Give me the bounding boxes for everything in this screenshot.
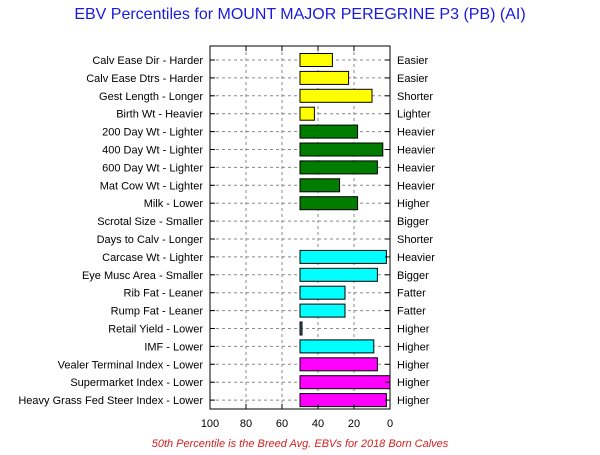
percentile-bar: [299, 124, 359, 139]
chart-footnote: 50th Percentile is the Breed Avg. EBVs f…: [151, 438, 449, 450]
left-trait-label: Rib Fat - Leaner: [124, 288, 204, 300]
right-trait-label: Heavier: [397, 127, 435, 139]
x-tick-label: 20: [348, 418, 360, 430]
left-trait-label: Days to Calv - Longer: [97, 234, 204, 246]
left-trait-label: Rump Fat - Leaner: [111, 306, 204, 318]
percentile-bar: [299, 267, 378, 282]
right-trait-label: Heavier: [397, 252, 435, 264]
left-trait-label: Eye Musc Area - Smaller: [82, 270, 203, 282]
percentile-bar: [299, 303, 346, 318]
percentile-bar: [299, 142, 384, 157]
x-tick-label: 40: [312, 418, 324, 430]
left-trait-label: 200 Day Wt - Lighter: [102, 127, 203, 139]
right-trait-label: Fatter: [397, 288, 426, 300]
percentile-bar: [299, 70, 350, 85]
right-trait-label: Bigger: [397, 216, 429, 228]
right-trait-label: Easier: [397, 55, 429, 67]
left-trait-label: Milk - Lower: [144, 198, 204, 210]
x-tick-label: 0: [387, 418, 393, 430]
left-trait-label: Gest Length - Longer: [99, 91, 203, 103]
right-trait-label: Heavier: [397, 162, 435, 174]
x-tick-label: 80: [240, 418, 252, 430]
percentile-bar: [299, 106, 315, 121]
left-trait-label: IMF - Lower: [144, 341, 203, 353]
percentile-bar: [299, 178, 341, 193]
x-tick-label: 60: [276, 418, 288, 430]
left-trait-label: Birth Wt - Heavier: [116, 109, 203, 121]
right-trait-label: Lighter: [397, 109, 431, 121]
right-trait-label: Heavier: [397, 180, 435, 192]
right-trait-label: Heavier: [397, 145, 435, 157]
right-trait-label: Higher: [397, 377, 430, 389]
right-trait-label: Shorter: [397, 234, 433, 246]
right-trait-label: Bigger: [397, 270, 429, 282]
percentile-bar: [299, 53, 333, 67]
right-trait-label: Higher: [397, 198, 430, 210]
left-trait-label: Carcase Wt - Lighter: [102, 252, 203, 264]
percentile-bar: [299, 357, 378, 372]
left-trait-label: 400 Day Wt - Lighter: [102, 145, 203, 157]
left-trait-label: Vealer Terminal Index - Lower: [58, 359, 204, 371]
bars: [299, 53, 391, 408]
right-trait-label: Higher: [397, 324, 430, 336]
left-trait-label: 600 Day Wt - Lighter: [102, 162, 203, 174]
left-trait-label: Calv Ease Dtrs - Harder: [86, 73, 203, 85]
right-trait-label: Shorter: [397, 91, 433, 103]
right-trait-label: Higher: [397, 395, 430, 407]
row-labels: Calv Ease Dir - Harder Easier Calv Ease Dt…: [18, 55, 435, 407]
left-trait-label: Scrotal Size - Smaller: [97, 216, 203, 228]
left-trait-label: Supermarket Index - Lower: [70, 377, 203, 389]
right-trait-label: Easier: [397, 73, 429, 85]
ticks: 100 80 60 40 20 0: [201, 46, 393, 430]
right-trait-label: Higher: [397, 341, 430, 353]
percentile-bar: [299, 160, 378, 175]
plot-frame: [209, 45, 391, 410]
percentile-bar: [299, 249, 387, 264]
right-trait-label: Higher: [397, 359, 430, 371]
percentile-bar: [299, 375, 391, 390]
percentile-bar: [299, 285, 346, 300]
percentile-bar: [299, 321, 303, 336]
left-trait-label: Mat Cow Wt - Lighter: [100, 180, 204, 192]
percentile-bar: [299, 393, 387, 408]
percentile-bar: [299, 339, 375, 354]
left-trait-label: Retail Yield - Lower: [108, 324, 203, 336]
percentile-bar: [299, 196, 359, 211]
x-tick-label: 100: [201, 418, 219, 430]
percentile-bar: [299, 88, 373, 103]
left-trait-label: Calv Ease Dir - Harder: [92, 55, 203, 67]
right-trait-label: Fatter: [397, 306, 426, 318]
chart-title: EBV Percentiles for MOUNT MAJOR PEREGRIN…: [74, 6, 526, 23]
left-trait-label: Heavy Grass Fed Steer Index - Lower: [18, 395, 203, 407]
